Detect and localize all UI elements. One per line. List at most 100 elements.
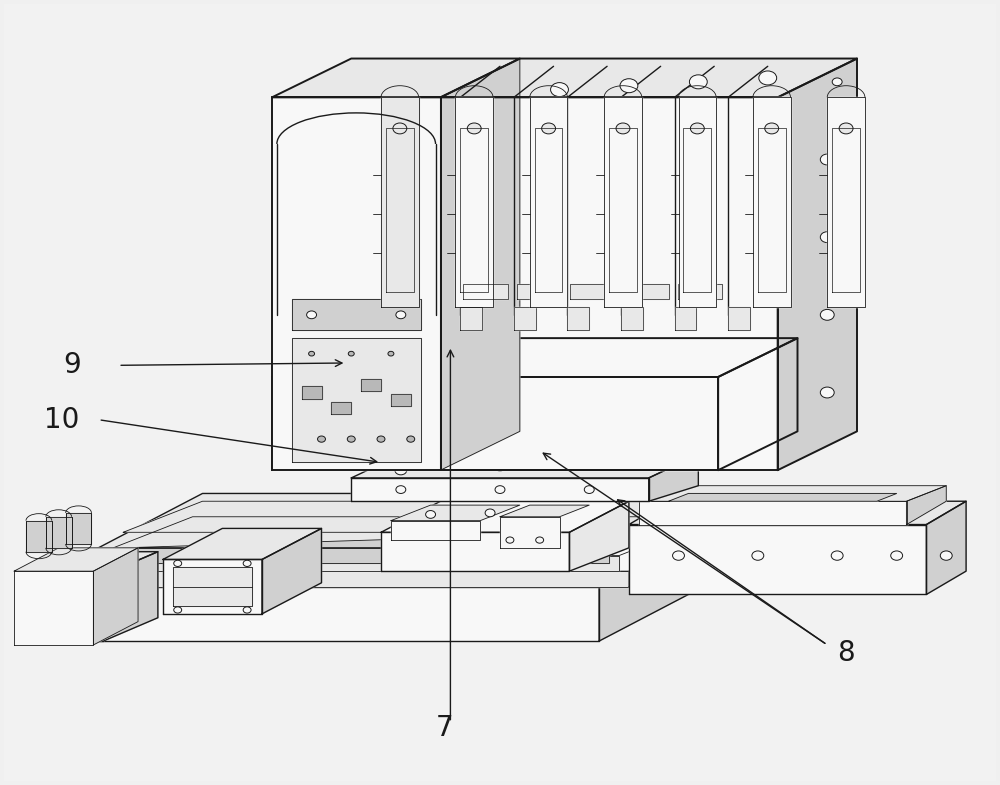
Circle shape	[839, 123, 853, 134]
Polygon shape	[272, 338, 798, 377]
Polygon shape	[455, 97, 493, 307]
Polygon shape	[753, 97, 791, 307]
Polygon shape	[113, 517, 688, 548]
Polygon shape	[441, 97, 778, 470]
Polygon shape	[24, 494, 778, 586]
Circle shape	[494, 462, 506, 471]
Polygon shape	[163, 528, 322, 560]
Circle shape	[388, 352, 394, 356]
Circle shape	[542, 123, 556, 134]
Polygon shape	[173, 568, 252, 606]
Text: 10: 10	[44, 406, 79, 433]
Circle shape	[831, 551, 843, 560]
Polygon shape	[381, 97, 419, 307]
Polygon shape	[84, 571, 629, 586]
Polygon shape	[669, 494, 897, 502]
Circle shape	[616, 123, 630, 134]
Polygon shape	[530, 97, 567, 307]
Polygon shape	[272, 377, 718, 470]
Polygon shape	[302, 386, 322, 399]
Circle shape	[377, 436, 385, 442]
Circle shape	[689, 75, 707, 89]
Polygon shape	[926, 502, 966, 594]
Polygon shape	[391, 394, 411, 407]
Polygon shape	[500, 517, 560, 548]
Polygon shape	[272, 59, 520, 97]
Circle shape	[620, 78, 638, 93]
Polygon shape	[500, 505, 589, 517]
Polygon shape	[675, 307, 696, 330]
Polygon shape	[827, 97, 865, 307]
Circle shape	[820, 387, 834, 398]
Polygon shape	[381, 532, 569, 571]
Polygon shape	[93, 548, 138, 645]
Circle shape	[174, 607, 182, 613]
Polygon shape	[24, 586, 599, 641]
Circle shape	[467, 123, 481, 134]
Polygon shape	[678, 283, 722, 299]
Polygon shape	[113, 548, 609, 564]
Polygon shape	[629, 524, 926, 594]
Polygon shape	[391, 520, 480, 540]
Polygon shape	[163, 560, 262, 614]
Circle shape	[765, 123, 779, 134]
Polygon shape	[514, 307, 536, 330]
Circle shape	[551, 82, 568, 97]
Polygon shape	[66, 513, 91, 544]
Circle shape	[832, 78, 842, 86]
Polygon shape	[24, 552, 158, 575]
Polygon shape	[351, 455, 698, 478]
Polygon shape	[361, 378, 381, 391]
Circle shape	[752, 551, 764, 560]
Polygon shape	[24, 575, 103, 641]
Circle shape	[690, 123, 704, 134]
Polygon shape	[649, 455, 698, 502]
Polygon shape	[123, 532, 619, 548]
Circle shape	[396, 486, 406, 494]
Text: 9: 9	[64, 352, 81, 379]
Text: 8: 8	[837, 639, 855, 666]
Polygon shape	[570, 283, 615, 299]
Polygon shape	[14, 571, 93, 645]
Circle shape	[243, 607, 251, 613]
Polygon shape	[262, 528, 322, 614]
Polygon shape	[331, 402, 351, 414]
Polygon shape	[14, 548, 138, 571]
Polygon shape	[718, 338, 798, 470]
Polygon shape	[103, 556, 619, 571]
Polygon shape	[463, 283, 508, 299]
Polygon shape	[679, 97, 716, 307]
Polygon shape	[567, 307, 589, 330]
Polygon shape	[639, 502, 907, 524]
Polygon shape	[103, 552, 158, 641]
Polygon shape	[907, 486, 946, 524]
Polygon shape	[46, 517, 72, 548]
Circle shape	[347, 436, 355, 442]
Polygon shape	[26, 520, 52, 552]
Circle shape	[407, 436, 415, 442]
Polygon shape	[621, 307, 643, 330]
Circle shape	[396, 311, 406, 319]
Polygon shape	[351, 478, 649, 502]
Polygon shape	[441, 59, 857, 97]
Polygon shape	[391, 505, 520, 520]
Polygon shape	[629, 502, 966, 524]
Circle shape	[348, 352, 354, 356]
Circle shape	[584, 486, 594, 494]
Polygon shape	[569, 502, 629, 571]
Polygon shape	[629, 524, 738, 586]
Circle shape	[536, 537, 544, 543]
Circle shape	[820, 154, 834, 165]
Circle shape	[759, 71, 777, 85]
Circle shape	[395, 466, 407, 475]
Circle shape	[485, 509, 495, 517]
Polygon shape	[441, 59, 520, 470]
Circle shape	[174, 560, 182, 567]
Polygon shape	[84, 524, 738, 571]
Polygon shape	[103, 517, 718, 556]
Polygon shape	[604, 97, 642, 307]
Circle shape	[891, 551, 903, 560]
Circle shape	[673, 551, 684, 560]
Polygon shape	[272, 97, 441, 470]
Polygon shape	[728, 307, 750, 330]
